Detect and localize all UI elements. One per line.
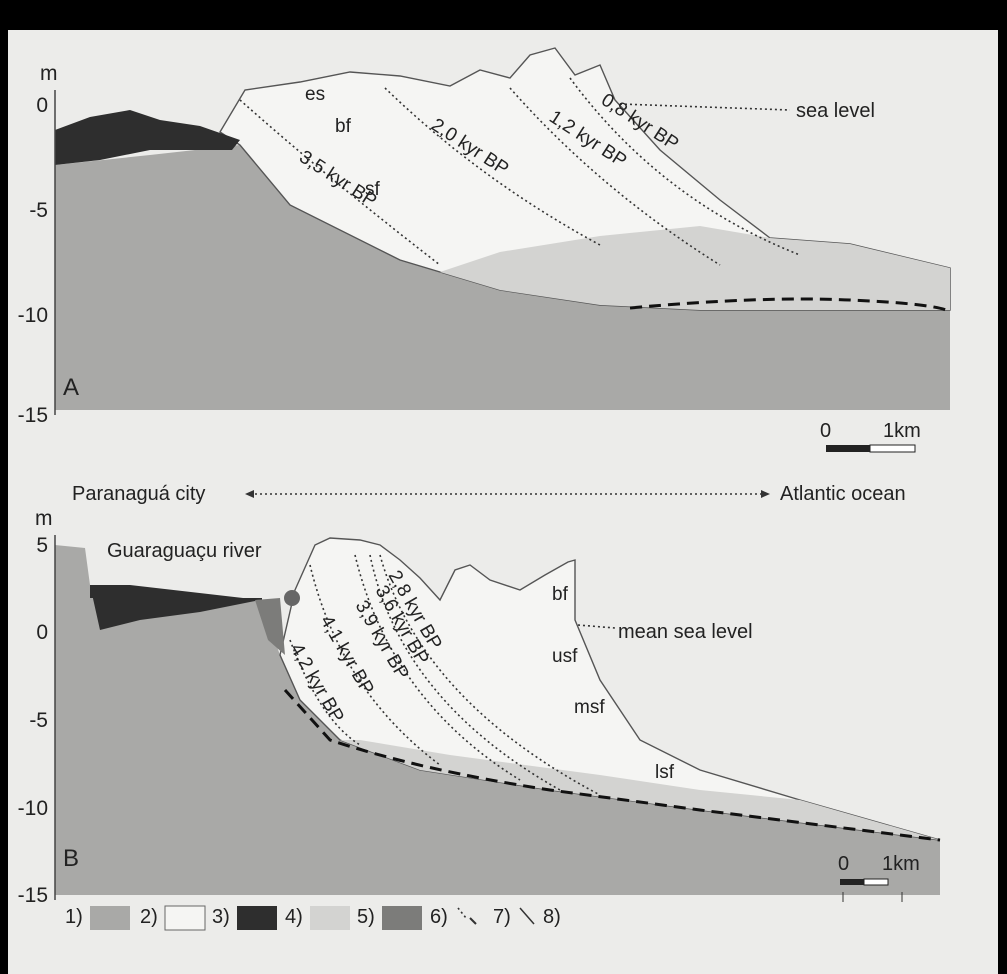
facies: bf bbox=[335, 116, 352, 137]
tick-label: 0 bbox=[36, 621, 48, 644]
direction-label: Paranaguá city bbox=[72, 483, 205, 505]
page: {"panel_a": {"unit": "m", "ticks": ["0",… bbox=[0, 0, 1007, 974]
scale-label: 0 bbox=[820, 420, 831, 442]
scale-bar bbox=[870, 445, 915, 452]
legend-label: 7) bbox=[493, 906, 511, 928]
legend-label: 4) bbox=[285, 906, 303, 928]
scale-label: 0 bbox=[838, 853, 849, 875]
scale-label: 1km bbox=[882, 853, 920, 875]
legend-label: 5) bbox=[357, 906, 375, 928]
direction-label: Atlantic ocean bbox=[780, 483, 906, 505]
tick-label: -5 bbox=[29, 709, 48, 732]
legend-label: 6) bbox=[430, 906, 448, 928]
scale-bar bbox=[840, 879, 864, 885]
legend-swatch bbox=[382, 906, 422, 930]
legend-label: 3) bbox=[212, 906, 230, 928]
scale-bar bbox=[864, 879, 888, 885]
tick-label: -10 bbox=[18, 304, 48, 327]
legend-label: 2) bbox=[140, 906, 158, 928]
sea-level-label: mean sea level bbox=[618, 621, 753, 643]
facies: es bbox=[305, 84, 325, 105]
panel-letter: B bbox=[63, 845, 79, 872]
tick-label: -5 bbox=[29, 199, 48, 222]
panel-letter: A bbox=[63, 374, 79, 401]
scale-bar bbox=[826, 445, 870, 452]
tick-label: 5 bbox=[36, 534, 48, 557]
scale-label: 1km bbox=[883, 420, 921, 442]
tick-label: 0 bbox=[36, 94, 48, 117]
sea-level-label: sea level bbox=[796, 100, 875, 122]
facies: usf bbox=[552, 646, 578, 667]
unit: m bbox=[35, 507, 53, 530]
tick-label: -10 bbox=[18, 797, 48, 820]
legend-swatch bbox=[237, 906, 277, 930]
legend-swatch bbox=[90, 906, 130, 930]
river-label: Guaraguaçu river bbox=[107, 540, 262, 562]
facies: bf bbox=[552, 584, 569, 605]
diagram: m 0 -5 -10 -15 A es bf sf 3,5 kyr BP 2,0… bbox=[0, 0, 1007, 974]
facies: lsf bbox=[655, 762, 675, 783]
legend-swatch bbox=[310, 906, 350, 930]
tick-label: -15 bbox=[18, 404, 48, 427]
unit: m bbox=[40, 62, 58, 85]
tick-label: -15 bbox=[18, 884, 48, 907]
river-channel bbox=[284, 590, 300, 606]
legend-label: 8) bbox=[543, 906, 561, 928]
legend-label: 1) bbox=[65, 906, 83, 928]
facies: msf bbox=[574, 697, 605, 718]
legend-swatch bbox=[165, 906, 205, 930]
